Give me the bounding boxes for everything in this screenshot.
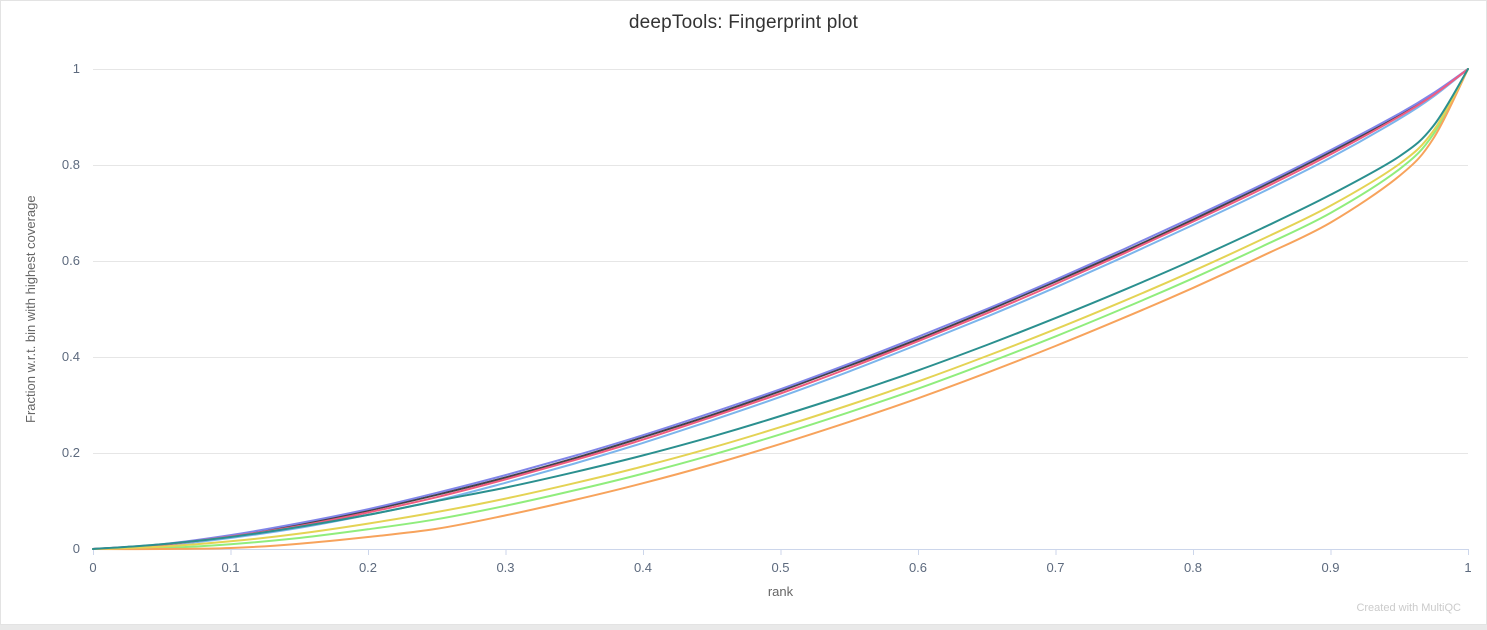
y-tick-label: 0.2 bbox=[62, 445, 80, 460]
plot-canvas[interactable]: 0 0.1 0.2 0.3 0.4 0.5 0.6 0.7 0.8 0.9 1 0 0.2 0.4 0.6 0… bbox=[1, 1, 1486, 601]
series-line[interactable] bbox=[92, 68, 1469, 550]
x-tick-label: 0.2 bbox=[359, 560, 377, 575]
y-tick-label: 0.4 bbox=[62, 349, 80, 364]
y-tick-label: 0.8 bbox=[62, 157, 80, 172]
chart-title: deepTools: Fingerprint plot bbox=[628, 12, 859, 33]
x-tick-label: 0.1 bbox=[221, 560, 239, 575]
series-line[interactable] bbox=[92, 68, 1469, 550]
x-tick-label: 0.7 bbox=[1046, 560, 1064, 575]
x-axis-title: rank bbox=[767, 584, 794, 599]
y-tick-label: 0.6 bbox=[62, 253, 80, 268]
multiqc-watermark: Created with MultiQC bbox=[1356, 602, 1461, 614]
x-tick-label: 0 bbox=[89, 560, 96, 575]
x-tick-label: 0.3 bbox=[496, 560, 514, 575]
y-axis-title: Fraction w.r.t. bin with highest coverag… bbox=[23, 195, 38, 423]
y-tick-label: 1 bbox=[73, 61, 80, 76]
x-tick-label: 0.4 bbox=[634, 560, 652, 575]
series-line[interactable] bbox=[92, 68, 1469, 550]
x-tick-label: 0.6 bbox=[909, 560, 927, 575]
x-tick-label: 0.9 bbox=[1321, 560, 1339, 575]
series-line[interactable] bbox=[92, 68, 1469, 550]
y-tick-label: 0 bbox=[73, 541, 80, 556]
x-tick-label: 0.8 bbox=[1184, 560, 1202, 575]
x-tick-label: 1 bbox=[1464, 560, 1471, 575]
series-line[interactable] bbox=[92, 68, 1469, 550]
x-tick-label: 0.5 bbox=[771, 560, 789, 575]
series-line[interactable] bbox=[92, 68, 1469, 550]
series-line[interactable] bbox=[92, 68, 1469, 551]
series-line[interactable] bbox=[92, 68, 1469, 550]
